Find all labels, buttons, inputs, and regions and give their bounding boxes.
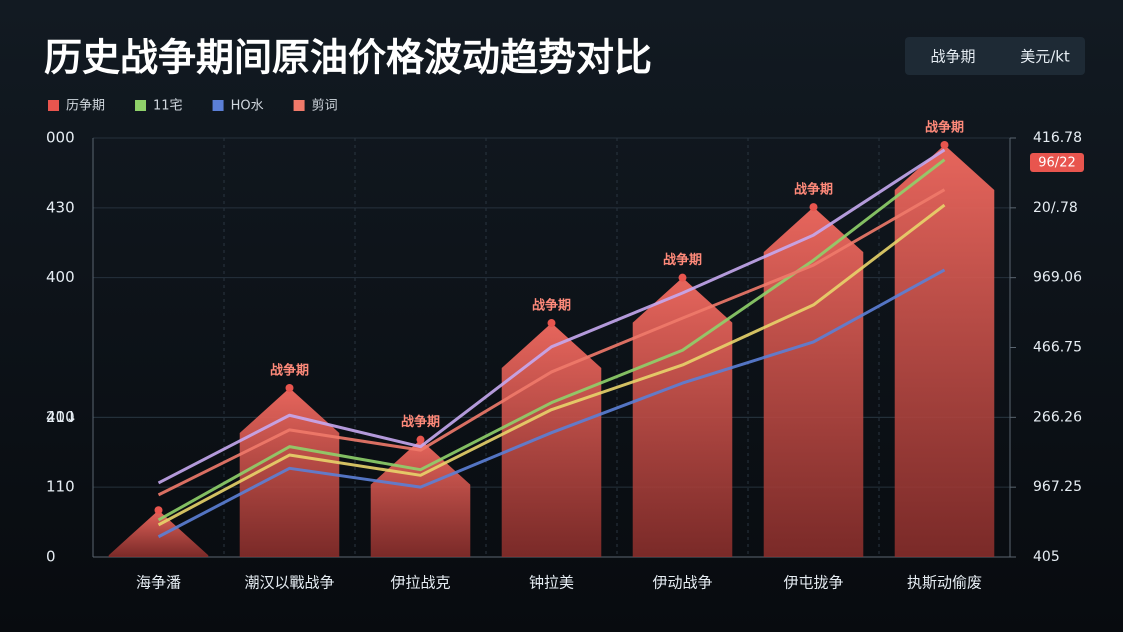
- peak-dot: [547, 319, 556, 328]
- toggle-option[interactable]: 美元/kt: [1020, 48, 1070, 66]
- annotation: 战争期: [663, 252, 702, 268]
- y2-tick-label: 266.26: [1033, 409, 1082, 425]
- x-tick-label: 伊动战争: [652, 574, 712, 592]
- bar: [370, 439, 471, 557]
- y-tick-label: 400: [46, 268, 75, 286]
- legend-swatch: [135, 100, 147, 111]
- toggle-option[interactable]: 战争期: [930, 48, 975, 66]
- peak-dot: [285, 384, 294, 393]
- y2-tick-label: 967.25: [1033, 479, 1082, 495]
- bar: [763, 207, 864, 557]
- chart-title: 历史战争期间原油价格波动趋势对比: [44, 36, 652, 80]
- annotation: 战争期: [794, 182, 833, 198]
- y2-tick-label: 20/.78: [1033, 200, 1078, 216]
- toggle-box[interactable]: [905, 37, 1085, 75]
- annotation: 战争期: [270, 363, 309, 379]
- y2-tick-label: 405: [1033, 549, 1060, 565]
- legend-label: 历争期: [66, 99, 105, 114]
- y-tick-label: 41↓: [46, 408, 78, 426]
- legend-swatch: [48, 100, 59, 111]
- bar: [108, 510, 209, 557]
- line: [157, 203, 946, 527]
- x-tick-label: 海争潘: [136, 574, 181, 592]
- peak-dot: [809, 203, 818, 212]
- badge-box: [1030, 153, 1084, 172]
- y-tick-label: 200: [46, 408, 75, 426]
- y2-tick-label: 416.78: [1033, 130, 1082, 146]
- legend-label: 剪词: [312, 98, 338, 114]
- badge: 96/22: [1038, 156, 1075, 171]
- y2-tick-label: 466.75: [1033, 340, 1082, 356]
- line: [157, 148, 946, 485]
- annotation: 战争期: [401, 414, 440, 430]
- legend-swatch: [212, 100, 224, 111]
- y2-tick-label: 969.06: [1033, 270, 1082, 286]
- peak-dot: [678, 273, 687, 282]
- x-tick-label: 执斯动偷废: [907, 574, 982, 592]
- y-tick-label: 430: [46, 198, 75, 216]
- peak-dot: [154, 506, 163, 515]
- legend-label: 11宅: [153, 99, 183, 114]
- legend-label: HO水: [231, 99, 264, 114]
- line: [157, 268, 946, 539]
- x-tick-label: 伊屯拢争: [783, 574, 843, 592]
- line: [157, 188, 946, 497]
- annotation: 战争期: [925, 119, 964, 135]
- x-tick-label: 潮汉以戰战争: [244, 574, 334, 592]
- peak-dot: [940, 140, 949, 149]
- x-tick-label: 钟拉美: [529, 574, 574, 592]
- y-tick-label: 0: [46, 548, 56, 566]
- line: [157, 158, 946, 522]
- annotation: 战争期: [532, 298, 571, 314]
- bar: [632, 277, 733, 557]
- peak-dot: [416, 435, 425, 444]
- bar: [501, 323, 602, 557]
- y-tick-label: 110: [46, 478, 75, 496]
- bar: [239, 388, 340, 557]
- bar: [894, 144, 995, 557]
- y-tick-label: 000: [46, 129, 75, 147]
- x-tick-label: 伊拉战克: [390, 574, 450, 592]
- legend-swatch: [293, 100, 305, 111]
